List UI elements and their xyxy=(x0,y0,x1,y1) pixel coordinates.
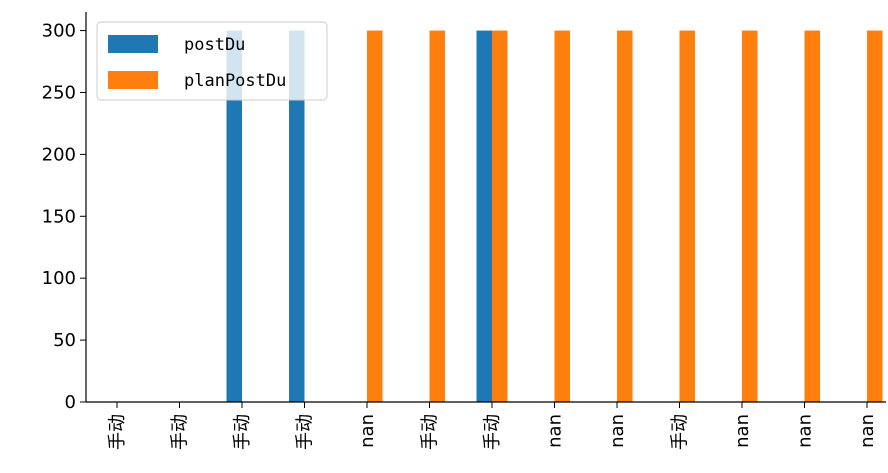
legend: postDu planPostDu xyxy=(96,21,328,101)
legend-label-planPostDu: planPostDu xyxy=(184,71,286,91)
bar-planPostDu-6 xyxy=(492,30,508,402)
y-tick-label-4: 200 xyxy=(42,144,76,165)
bars-group xyxy=(226,30,883,402)
bar-planPostDu-12 xyxy=(867,30,883,402)
bar-planPostDu-11 xyxy=(804,30,820,402)
x-tick-label-9: 手动 xyxy=(670,414,691,450)
bar-planPostDu-9 xyxy=(679,30,695,402)
bar-planPostDu-7 xyxy=(554,30,570,402)
x-ticks-group: 手动 手动 手动 手动 nan 手动 手动 nan nan 手动 nan nan nan xyxy=(107,402,878,450)
legend-label-postDu: postDu xyxy=(184,35,245,55)
x-tick-label-12: nan xyxy=(857,414,878,448)
bar-planPostDu-8 xyxy=(617,30,633,402)
x-tick-label-4: nan xyxy=(357,414,378,448)
y-tick-label-6: 300 xyxy=(42,21,76,42)
bar-postDu-3 xyxy=(289,30,305,402)
bar-planPostDu-4 xyxy=(367,30,383,402)
x-tick-label-8: nan xyxy=(607,414,628,448)
bar-postDu-2 xyxy=(226,30,242,402)
x-tick-label-2: 手动 xyxy=(232,414,253,450)
bar-planPostDu-10 xyxy=(742,30,758,402)
x-tick-label-1: 手动 xyxy=(170,414,191,450)
y-tick-label-3: 150 xyxy=(42,206,76,227)
legend-swatch-planPostDu xyxy=(108,71,158,89)
x-tick-label-10: nan xyxy=(732,414,753,448)
bar-planPostDu-5 xyxy=(429,30,445,402)
x-tick-label-0: 手动 xyxy=(107,414,128,450)
x-tick-label-3: 手动 xyxy=(295,414,316,450)
x-tick-label-11: nan xyxy=(795,414,816,448)
y-tick-label-1: 50 xyxy=(53,330,76,351)
y-ticks-group: 0 50 100 150 200 250 300 xyxy=(42,21,86,413)
y-tick-label-5: 250 xyxy=(42,82,76,103)
y-tick-label-0: 0 xyxy=(65,392,76,413)
x-tick-label-5: 手动 xyxy=(420,414,441,450)
x-tick-label-6: 手动 xyxy=(482,414,503,450)
y-tick-label-2: 100 xyxy=(42,268,76,289)
bar-postDu-6 xyxy=(476,30,492,402)
legend-swatch-postDu xyxy=(108,35,158,53)
axes-group xyxy=(85,12,886,403)
x-tick-label-7: nan xyxy=(545,414,566,448)
